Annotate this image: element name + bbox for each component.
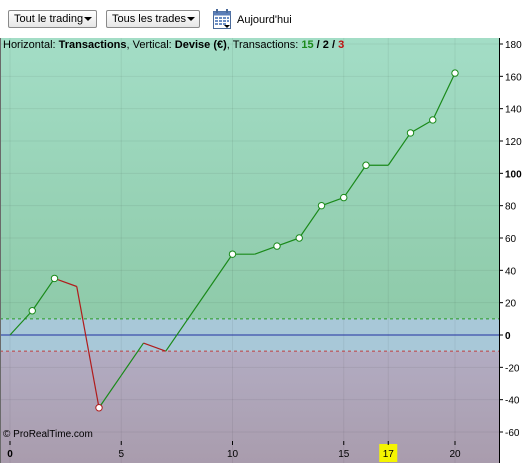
equity-segment bbox=[143, 342, 166, 352]
y-axis-area bbox=[499, 38, 532, 463]
data-point bbox=[406, 129, 415, 137]
x-tick-label: 20 bbox=[449, 449, 461, 460]
equity-segment bbox=[298, 205, 322, 239]
calendar-icon bbox=[213, 9, 231, 29]
y-tick-label: 0 bbox=[505, 331, 511, 342]
equity-segment bbox=[31, 278, 55, 312]
y-tick-label: 60 bbox=[505, 234, 517, 245]
x-tick-label: 15 bbox=[338, 449, 350, 460]
y-tick-label: 180 bbox=[505, 40, 522, 51]
x-tick-label: 10 bbox=[227, 449, 239, 460]
equity-segment bbox=[343, 164, 367, 198]
transactions-label: , Transactions: bbox=[226, 39, 302, 51]
slash-separator: / bbox=[328, 39, 339, 51]
data-point bbox=[295, 234, 303, 242]
data-point bbox=[273, 242, 281, 250]
toolbar: Tout le trading Tous les trades Aujourd'… bbox=[0, 0, 532, 38]
equity-chart: 180 160 140 120 100 80 60 40 20 0 -20 -40 -60 0 5 10 15… bbox=[0, 38, 532, 463]
equity-segment bbox=[254, 245, 278, 255]
y-tick-label: 160 bbox=[505, 72, 522, 83]
equity-segment bbox=[387, 132, 411, 166]
profit-zone bbox=[0, 38, 499, 319]
equity-segment bbox=[432, 72, 456, 121]
trading-filter-label: Tout le trading bbox=[14, 13, 84, 25]
equity-segment bbox=[187, 286, 211, 320]
equity-segment bbox=[209, 253, 233, 287]
data-point bbox=[28, 307, 36, 315]
data-point bbox=[50, 274, 59, 283]
data-point bbox=[340, 193, 348, 202]
y-tick-label: -40 bbox=[505, 396, 520, 407]
equity-segment bbox=[165, 318, 189, 352]
data-point bbox=[451, 69, 459, 77]
data-point bbox=[228, 250, 237, 258]
data-point bbox=[429, 116, 437, 124]
chart-info-line: Horizontal: Transactions, Vertical: Devi… bbox=[3, 39, 344, 51]
copyright-text: © ProRealTime.com bbox=[3, 429, 93, 440]
y-tick-label: 100 bbox=[505, 169, 522, 180]
y-tick-label: 40 bbox=[505, 266, 517, 277]
equity-segment bbox=[276, 237, 300, 247]
today-label: Aujourd'hui bbox=[237, 14, 292, 26]
y-tick-label: 120 bbox=[505, 137, 522, 148]
loss-zone bbox=[0, 351, 499, 463]
y-tick-label: 20 bbox=[505, 299, 517, 310]
data-point bbox=[317, 201, 326, 210]
equity-segment bbox=[54, 277, 77, 288]
horizontal-label: Horizontal: bbox=[3, 39, 59, 51]
chevron-down-icon bbox=[84, 17, 92, 21]
y-tick-label: 140 bbox=[505, 105, 522, 116]
y-tick-label: -20 bbox=[505, 363, 520, 374]
chevron-down-icon bbox=[187, 17, 195, 21]
equity-segment bbox=[76, 286, 100, 408]
trades-filter-label: Tous les trades bbox=[112, 13, 186, 25]
vertical-value: Devise (€) bbox=[174, 39, 227, 51]
equity-segment bbox=[9, 310, 33, 336]
transactions-mid: 2 bbox=[322, 39, 329, 51]
x-tick-label: 5 bbox=[118, 449, 124, 460]
slash-separator: / bbox=[313, 39, 323, 51]
x-tick-label: 17 bbox=[383, 449, 395, 460]
vertical-label: , Vertical: bbox=[126, 39, 175, 51]
x-tick-label: 0 bbox=[7, 449, 13, 460]
equity-segment bbox=[120, 342, 144, 376]
y-tick-label: -60 bbox=[505, 428, 520, 439]
data-point bbox=[95, 404, 103, 412]
equity-segment bbox=[321, 197, 344, 207]
transactions-losing: 3 bbox=[338, 39, 345, 51]
trading-filter-dropdown[interactable]: Tout le trading bbox=[8, 10, 97, 28]
equity-chart-svg: 180 160 140 120 100 80 60 40 20 0 -20 -40 -60 0 5 10 15… bbox=[0, 38, 532, 463]
trades-filter-dropdown[interactable]: Tous les trades bbox=[106, 10, 200, 28]
data-point bbox=[362, 161, 370, 169]
equity-segment bbox=[410, 119, 434, 134]
highlighted-tick-box bbox=[379, 444, 398, 462]
horizontal-value: Transactions bbox=[58, 39, 127, 51]
y-tick-label: 80 bbox=[505, 202, 517, 213]
equity-segment bbox=[98, 375, 122, 409]
transactions-total: 15 bbox=[301, 39, 314, 51]
